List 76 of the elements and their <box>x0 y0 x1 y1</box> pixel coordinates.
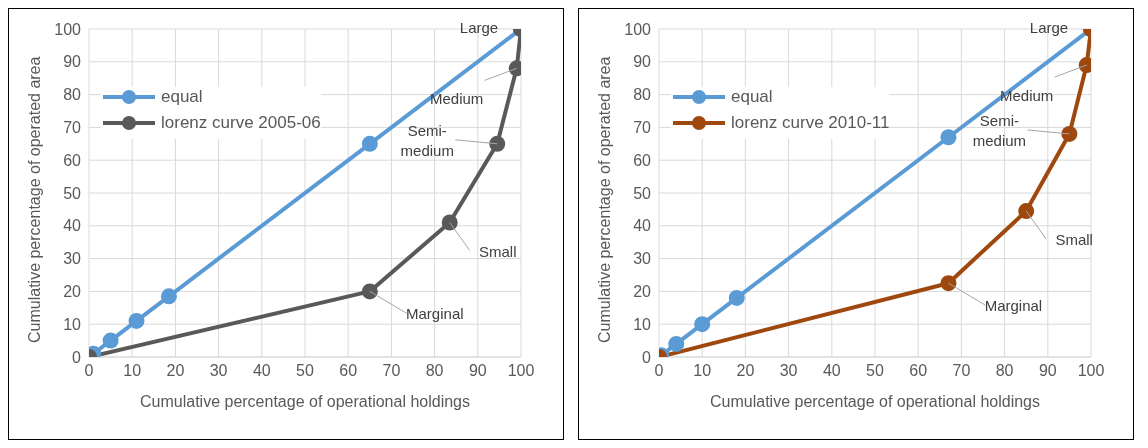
point <box>728 289 745 306</box>
point <box>1018 203 1035 220</box>
y-tick-label: 70 <box>633 119 652 137</box>
x-tick-label: 100 <box>1077 362 1105 380</box>
y-tick-label: 60 <box>63 151 82 169</box>
x-axis-title: Cumulative percentage of operational holdings <box>140 393 470 410</box>
point <box>128 312 145 329</box>
annotation: Medium <box>1000 86 1054 104</box>
annotation: Large <box>1029 18 1069 36</box>
y-tick-label: 60 <box>633 151 652 169</box>
y-tick-label: 40 <box>63 217 82 235</box>
x-tick-label: 80 <box>995 362 1014 380</box>
point <box>489 135 506 152</box>
point <box>668 335 685 352</box>
y-tick-label: 100 <box>54 20 82 38</box>
x-tick-label: 80 <box>425 362 444 380</box>
annotation: Marginal <box>984 296 1043 314</box>
y-tick-label: 70 <box>63 119 82 137</box>
y-tick-label: 50 <box>633 184 652 202</box>
x-tick-label: 50 <box>866 362 884 380</box>
y-tick-label: 90 <box>633 53 652 71</box>
x-tick-label: 0 <box>84 362 94 380</box>
y-tick-label: 80 <box>63 86 82 104</box>
point <box>102 332 119 349</box>
x-tick-label: 20 <box>166 362 185 380</box>
y-tick-label: 30 <box>63 250 82 268</box>
x-tick-label: 50 <box>296 362 314 380</box>
y-tick-label: 0 <box>72 348 82 366</box>
point <box>940 275 957 292</box>
y-tick-label: 50 <box>63 184 82 202</box>
point <box>1061 125 1078 142</box>
x-tick-label: 60 <box>909 362 928 380</box>
x-tick-label: 100 <box>507 362 535 380</box>
x-tick-label: 40 <box>252 362 271 380</box>
legend-label: lorenz curve 2010-11 <box>731 113 890 133</box>
x-tick-label: 10 <box>123 362 142 380</box>
x-tick-label: 30 <box>209 362 228 380</box>
x-tick-label: 60 <box>339 362 358 380</box>
x-tick-label: 90 <box>1038 362 1057 380</box>
legend-label: equal <box>161 87 203 107</box>
annotation: Semi-medium <box>400 121 454 159</box>
legend-label: equal <box>731 87 773 107</box>
point <box>441 214 458 231</box>
point <box>160 288 177 305</box>
x-tick-label: 70 <box>952 362 971 380</box>
annotation: Semi-medium <box>972 111 1027 149</box>
annotation: Medium <box>430 89 484 107</box>
x-tick-label: 90 <box>468 362 487 380</box>
y-tick-label: 20 <box>63 283 82 301</box>
point <box>361 135 378 152</box>
y-tick-label: 30 <box>633 250 652 268</box>
y-tick-label: 0 <box>642 348 652 366</box>
x-tick-label: 0 <box>654 362 664 380</box>
x-axis-title: Cumulative percentage of operational holdings <box>710 393 1040 410</box>
x-tick-label: 40 <box>822 362 841 380</box>
y-axis-title: Cumulative percentage of operated area <box>595 56 613 343</box>
annotation: Small <box>1055 230 1093 248</box>
x-tick-label: 30 <box>779 362 798 380</box>
x-tick-label: 20 <box>736 362 755 380</box>
x-tick-label: 70 <box>382 362 401 380</box>
point <box>940 129 957 146</box>
legend-label: lorenz curve 2005-06 <box>161 113 321 133</box>
x-tick-label: 10 <box>693 362 712 380</box>
y-tick-label: 20 <box>633 283 652 301</box>
y-tick-label: 100 <box>624 20 652 38</box>
y-tick-label: 90 <box>63 53 82 71</box>
point <box>361 283 378 300</box>
y-tick-label: 10 <box>63 315 82 333</box>
point <box>694 316 711 333</box>
annotation: Small <box>478 242 517 260</box>
annotation: Large <box>459 18 499 36</box>
y-tick-label: 10 <box>633 315 652 333</box>
y-axis-title: Cumulative percentage of operated area <box>25 56 43 343</box>
annotation: Marginal <box>406 304 464 322</box>
y-tick-label: 40 <box>633 217 652 235</box>
y-tick-label: 80 <box>633 86 652 104</box>
